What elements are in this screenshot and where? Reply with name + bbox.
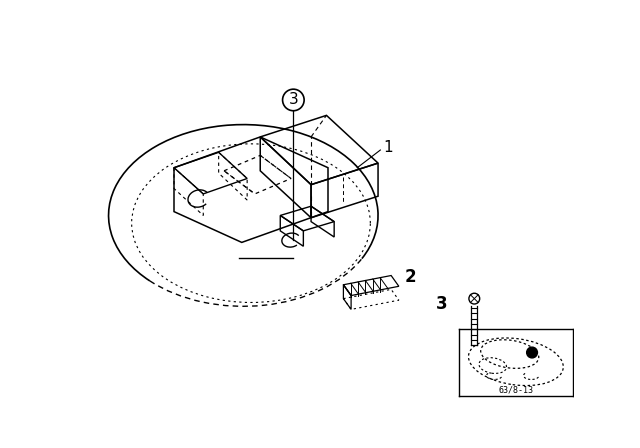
Text: 3: 3 [436,295,447,313]
Text: 63/8-13: 63/8-13 [499,386,533,395]
Text: 3: 3 [289,92,298,108]
Circle shape [527,347,538,358]
Text: 2: 2 [405,268,417,286]
Text: 1: 1 [383,140,393,155]
